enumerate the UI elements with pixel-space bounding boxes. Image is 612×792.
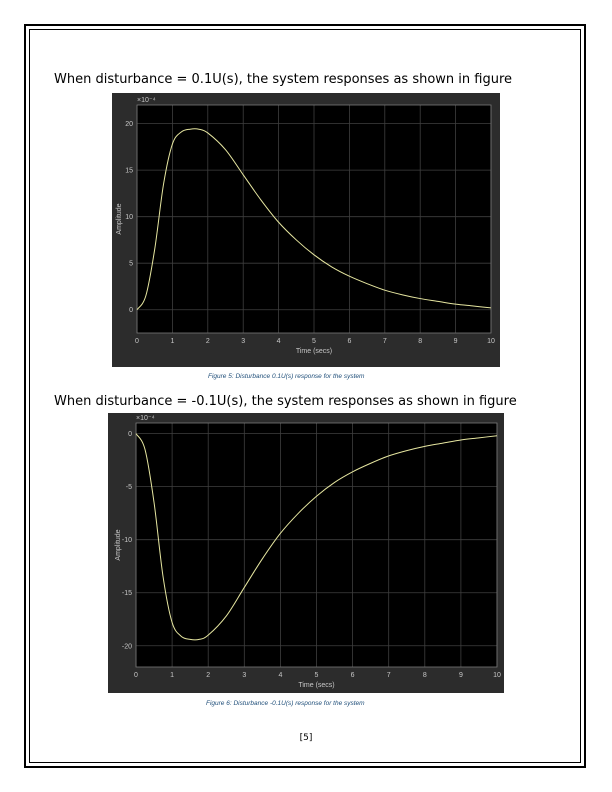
page-border-outer [24, 24, 586, 768]
series-line [136, 128, 492, 311]
x-tick-label: 7 [383, 338, 387, 345]
y-tick-label: -15 [122, 590, 132, 597]
x-tick-label: 8 [418, 338, 422, 345]
x-tick-label: 6 [347, 338, 351, 345]
chart-figure-6: 0 1 2 3 4 5 6 7 8 9 10 0 -5 -10 -15 -20 ×10⁻⁴ Time (secs)… [108, 413, 504, 693]
series-line [135, 433, 498, 641]
caption-figure-6: Figure 6: Disturbance -0.1U(s) response … [206, 700, 365, 707]
axes-box [136, 104, 492, 334]
y-tick-label: 5 [129, 261, 133, 268]
x-tick-label: 2 [206, 672, 210, 679]
chart-figure-5: 0 1 2 3 4 5 6 7 8 9 10 0 5 10 15 20 ×10⁻⁴ Time (secs) Ampl… [112, 93, 500, 367]
x-tick-label: 7 [387, 672, 391, 679]
caption-figure-5: Figure 5: Disturbance 0.1U(s) response f… [208, 373, 365, 380]
heading-disturbance-positive: When disturbance = 0.1U(s), the system r… [54, 72, 513, 87]
x-tick-label: 9 [454, 338, 458, 345]
x-tick-label: 2 [206, 338, 210, 345]
x-tick-label: 10 [487, 338, 495, 345]
page-number: [5] [299, 733, 313, 743]
x-tick-label: 9 [459, 672, 463, 679]
x-tick-label: 1 [170, 338, 174, 345]
x-axis-label: Time (secs) [298, 682, 334, 689]
x-tick-label: 6 [351, 672, 355, 679]
y-tick-label: 10 [125, 214, 133, 221]
exponent-label: ×10⁻⁴ [136, 415, 155, 422]
x-tick-label: 3 [241, 338, 245, 345]
chart-svg-figure-5: 0 1 2 3 4 5 6 7 8 9 10 0 5 10 15 20 ×10⁻⁴ Time (secs) Ampl… [116, 97, 495, 355]
x-tick-label: 8 [423, 672, 427, 679]
y-tick-label: -5 [126, 484, 132, 491]
page-border-inner [29, 29, 581, 763]
x-tick-label: 1 [170, 672, 174, 679]
y-tick-label: -20 [122, 643, 132, 650]
y-tick-label: 0 [128, 431, 132, 438]
y-tick-label: -10 [122, 537, 132, 544]
x-tick-label: 0 [134, 672, 138, 679]
x-tick-label: 5 [315, 672, 319, 679]
chart-svg-figure-6: 0 1 2 3 4 5 6 7 8 9 10 0 -5 -10 -15 -20 ×10⁻⁴ Time (secs)… [115, 415, 501, 689]
y-tick-label: 0 [129, 307, 133, 314]
x-axis-label: Time (secs) [296, 348, 332, 355]
exponent-label: ×10⁻⁴ [137, 97, 156, 104]
x-tick-label: 3 [242, 672, 246, 679]
y-tick-label: 20 [125, 121, 133, 128]
x-tick-label: 0 [135, 338, 139, 345]
heading-disturbance-negative: When disturbance = -0.1U(s), the system … [54, 394, 517, 409]
y-tick-label: 15 [125, 168, 133, 175]
axes-box [135, 422, 498, 668]
x-tick-label: 5 [312, 338, 316, 345]
x-tick-label: 4 [277, 338, 281, 345]
x-tick-label: 10 [493, 672, 501, 679]
x-tick-label: 4 [278, 672, 282, 679]
y-axis-label: Amplitude [116, 203, 123, 234]
y-axis-label: Amplitude [115, 529, 122, 560]
